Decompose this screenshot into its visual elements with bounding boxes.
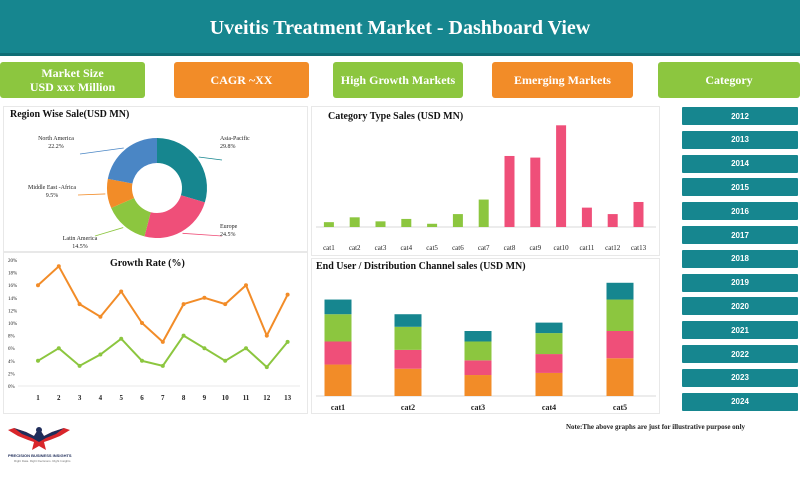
category-label: Category: [705, 73, 753, 87]
category-sales-panel: [311, 106, 660, 256]
growth-rate-panel: [3, 252, 308, 414]
dashboard-title: Uveitis Treatment Market - Dashboard Vie…: [0, 0, 800, 56]
high-growth-markets-label: High Growth Markets: [340, 73, 456, 87]
market-size-value: USD xxx Million: [29, 80, 116, 94]
year-button-2023[interactable]: 2023: [682, 368, 798, 387]
eagle-logo-icon: [8, 427, 70, 450]
cagr-card[interactable]: CAGR ~XX: [174, 62, 309, 98]
logo-tagline: Right Data. Right Decisions. Right Insig…: [14, 459, 71, 463]
year-button-2021[interactable]: 2021: [682, 321, 798, 340]
year-button-2020[interactable]: 2020: [682, 297, 798, 316]
channel-sales-panel: [311, 258, 660, 414]
channel-sales-title: End User / Distribution Channel sales (U…: [316, 261, 526, 272]
year-button-2022[interactable]: 2022: [682, 345, 798, 363]
year-button-2013[interactable]: 2013: [682, 130, 798, 149]
cagr-label: CAGR ~XX: [210, 73, 273, 87]
year-button-2012[interactable]: 2012: [682, 107, 798, 125]
year-button-2014[interactable]: 2014: [682, 154, 798, 173]
year-button-2018[interactable]: 2018: [682, 249, 798, 268]
region-sales-title: Region Wise Sale(USD MN): [10, 109, 130, 120]
year-button-2017[interactable]: 2017: [682, 226, 798, 244]
emerging-markets-label: Emerging Markets: [514, 73, 611, 87]
year-button-2016[interactable]: 2016: [682, 202, 798, 221]
logo-name: PRECISION BUSINESS INSIGHTS: [8, 453, 72, 458]
category-button[interactable]: Category: [658, 62, 800, 98]
year-button-2015[interactable]: 2015: [682, 178, 798, 197]
year-button-2019[interactable]: 2019: [682, 273, 798, 292]
growth-rate-title: Growth Rate (%): [110, 258, 185, 269]
category-sales-title: Category Type Sales (USD MN): [328, 111, 464, 122]
market-size-label: Market Size: [41, 66, 104, 80]
market-size-card[interactable]: Market Size USD xxx Million: [0, 62, 145, 98]
region-sales-panel: [3, 106, 308, 252]
year-button-2024[interactable]: 2024: [682, 392, 798, 411]
illustrative-note: Note:The above graphs are just for illus…: [566, 423, 746, 431]
high-growth-markets-button[interactable]: High Growth Markets: [333, 62, 463, 98]
emerging-markets-button[interactable]: Emerging Markets: [492, 62, 633, 98]
